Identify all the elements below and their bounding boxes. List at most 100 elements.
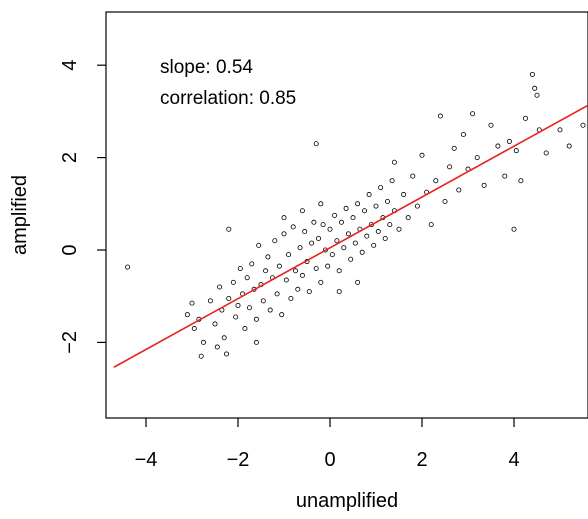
data-point <box>207 298 213 304</box>
data-point <box>511 226 517 232</box>
data-point <box>334 238 340 244</box>
data-point <box>299 208 305 214</box>
correlation-annotation: correlation: 0.85 <box>160 88 296 109</box>
data-point <box>557 127 563 133</box>
y-tick-label: 4 <box>59 60 81 71</box>
data-point <box>366 192 372 198</box>
data-point <box>302 229 308 235</box>
data-point <box>387 222 393 228</box>
data-point <box>460 131 466 137</box>
data-point <box>502 173 508 179</box>
data-point <box>341 245 347 251</box>
data-point <box>447 164 453 170</box>
data-point <box>226 226 232 232</box>
data-point <box>283 277 289 283</box>
data-point <box>214 344 220 350</box>
data-point <box>361 208 367 214</box>
data-point <box>217 284 223 290</box>
data-point <box>343 205 349 211</box>
data-point <box>184 312 190 318</box>
data-point <box>355 279 361 285</box>
data-point <box>327 226 333 232</box>
data-point <box>276 263 282 269</box>
data-point <box>125 264 131 270</box>
data-point <box>470 111 476 117</box>
data-point <box>212 321 218 327</box>
data-point <box>267 307 273 313</box>
data-point <box>233 314 239 320</box>
data-point <box>391 159 397 165</box>
data-point <box>237 265 243 271</box>
y-axis: −2 0 2 4 <box>59 60 106 354</box>
data-point <box>338 219 344 225</box>
data-point <box>442 198 448 204</box>
data-point <box>288 296 294 302</box>
data-point <box>292 268 298 274</box>
data-point <box>297 245 303 251</box>
data-point <box>200 339 206 345</box>
data-point <box>378 185 384 191</box>
data-point <box>345 231 351 237</box>
data-point <box>566 143 572 149</box>
data-point <box>336 289 342 295</box>
data-point <box>235 302 241 308</box>
data-point <box>189 300 195 306</box>
data-point <box>336 268 342 274</box>
regression-line <box>113 104 588 368</box>
data-point <box>315 235 321 241</box>
data-point <box>481 182 487 188</box>
y-tick-label: 0 <box>59 244 81 255</box>
plot-frame <box>105 11 588 419</box>
data-point <box>279 312 285 318</box>
data-point <box>295 286 301 292</box>
data-point <box>311 219 317 225</box>
data-point <box>350 215 356 221</box>
data-point <box>410 173 416 179</box>
data-point <box>375 229 381 235</box>
x-tick-label: 4 <box>508 449 519 471</box>
data-point <box>580 122 586 128</box>
data-point <box>242 326 248 332</box>
data-point <box>534 92 540 98</box>
x-axis-title: unamplified <box>296 490 398 512</box>
data-point <box>384 198 390 204</box>
data-point <box>244 275 250 281</box>
data-point <box>325 263 331 269</box>
data-point <box>281 231 287 237</box>
data-point <box>318 279 324 285</box>
data-point <box>318 201 324 207</box>
data-point <box>474 155 480 161</box>
data-point <box>352 240 358 246</box>
data-point <box>281 215 287 221</box>
data-point <box>456 187 462 193</box>
data-point <box>359 249 365 255</box>
data-point <box>306 289 312 295</box>
data-point <box>272 238 278 244</box>
data-point <box>437 113 443 119</box>
data-point <box>523 115 529 121</box>
data-point <box>226 296 232 302</box>
data-point <box>246 305 252 311</box>
y-tick-label: −2 <box>59 331 81 354</box>
data-point <box>223 351 229 357</box>
data-point <box>543 150 549 156</box>
x-tick-label: 2 <box>416 449 427 471</box>
data-point <box>371 242 377 248</box>
slope-annotation: slope: 0.54 <box>160 57 253 78</box>
data-point <box>274 291 280 297</box>
data-point <box>286 252 292 258</box>
data-point <box>263 268 269 274</box>
data-point <box>529 71 535 77</box>
data-points <box>125 71 586 359</box>
data-point <box>405 215 411 221</box>
data-point <box>419 152 425 158</box>
data-point <box>355 201 361 207</box>
data-point <box>428 222 434 228</box>
x-tick-label: −2 <box>227 449 250 471</box>
x-tick-label: −4 <box>135 449 158 471</box>
x-axis: −4 −2 0 2 4 <box>135 418 520 471</box>
data-point <box>495 143 501 149</box>
data-point <box>451 145 457 151</box>
data-point <box>299 272 305 278</box>
